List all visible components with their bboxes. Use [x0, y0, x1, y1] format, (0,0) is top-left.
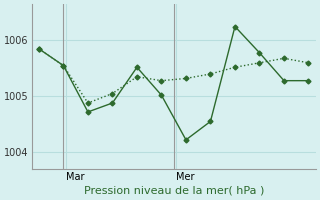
X-axis label: Pression niveau de la mer( hPa ): Pression niveau de la mer( hPa ) [84, 186, 264, 196]
